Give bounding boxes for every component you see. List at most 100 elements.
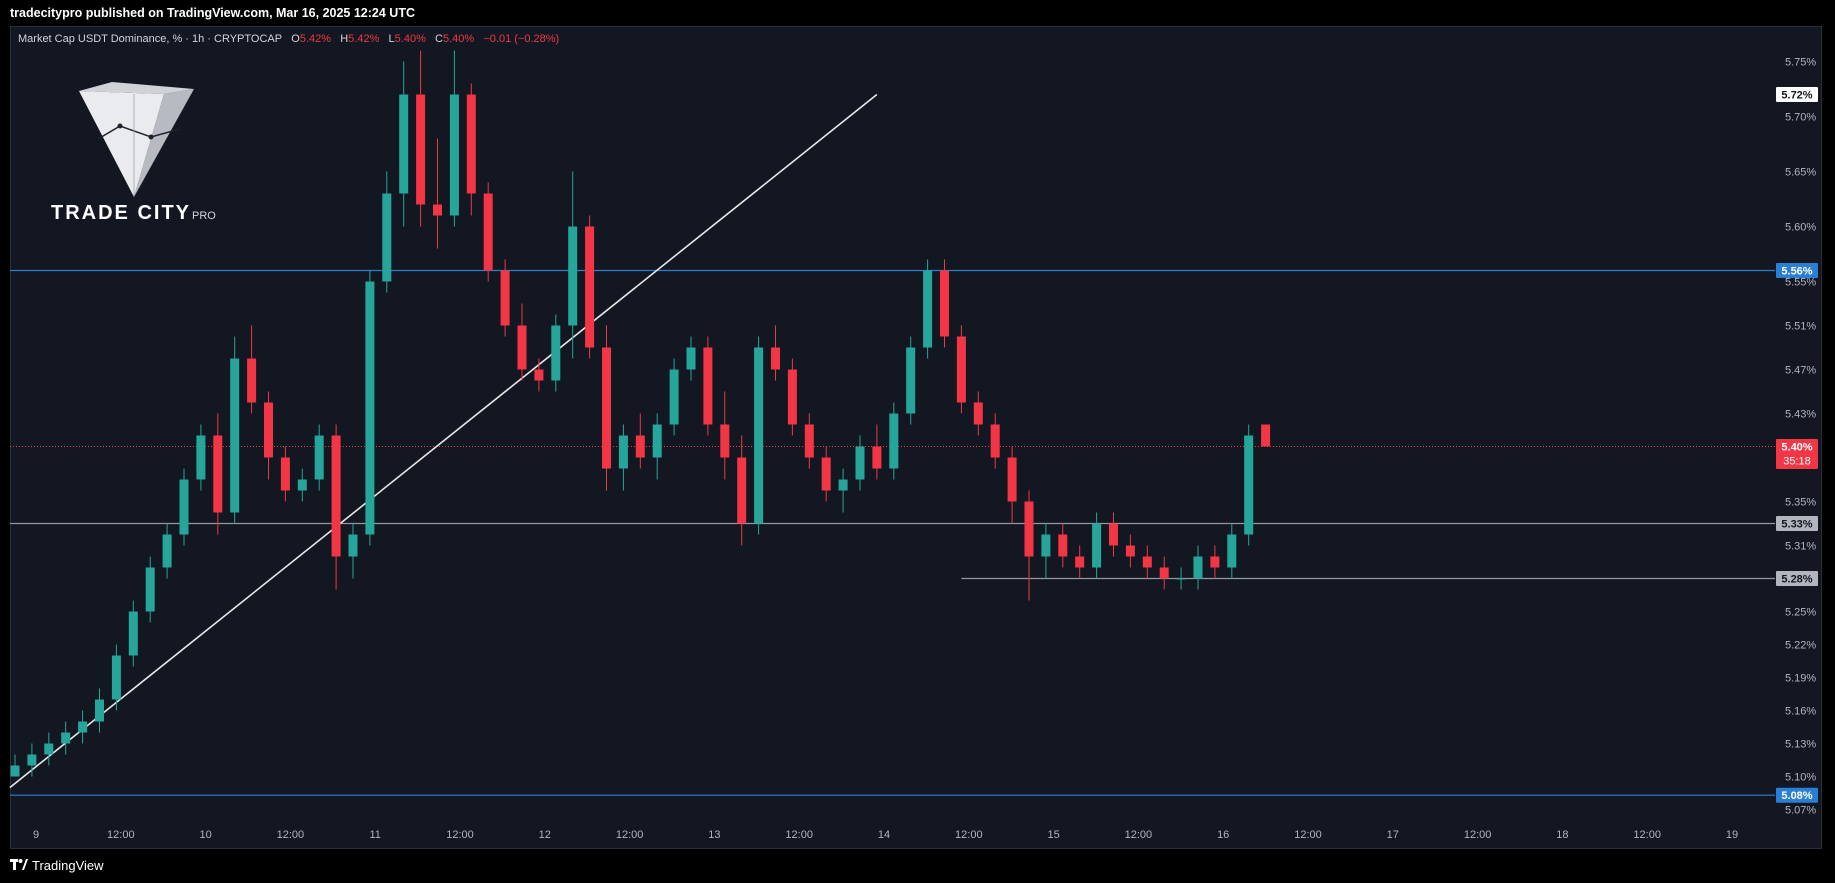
x-tick-label: 11: [369, 829, 380, 841]
candle: [737, 435, 747, 546]
legend-high-value: 5.42%: [348, 33, 380, 45]
candle: [382, 171, 392, 293]
candle: [1058, 523, 1068, 568]
candle: [838, 468, 848, 513]
candle: [568, 171, 578, 359]
candle: [433, 138, 442, 249]
x-tick-label: 12:00: [1125, 829, 1153, 841]
candle: [855, 435, 865, 491]
candle: [1109, 512, 1118, 557]
candle: [720, 391, 730, 480]
candle: [179, 468, 189, 546]
x-tick-label: 9: [33, 829, 39, 841]
candle: [956, 325, 966, 414]
candle: [771, 325, 780, 381]
candle: [264, 391, 273, 480]
candle: [247, 325, 257, 414]
logo-name: TRADE CITY: [51, 202, 191, 224]
x-tick-label: 17: [1387, 829, 1399, 841]
svg-text:5.08%: 5.08%: [1781, 790, 1812, 802]
legend-low-label: L: [388, 33, 395, 45]
x-tick-label: 19: [1726, 829, 1738, 841]
candle: [331, 424, 341, 590]
y-tick-label: 5.31%: [1785, 541, 1816, 553]
y-tick-label: 5.19%: [1785, 673, 1816, 685]
x-tick-label: 12:00: [785, 829, 813, 841]
price-axis-label: 5.40% 35:18: [1776, 439, 1818, 469]
svg-text:5.33%: 5.33%: [1781, 519, 1812, 531]
candle: [297, 468, 307, 502]
candle: [145, 556, 155, 623]
price-axis-label: 5.28%: [1776, 571, 1818, 586]
y-tick-label: 5.43%: [1785, 409, 1816, 421]
candle: [889, 402, 899, 480]
legend-symbol: Market Cap USDT Dominance, % · 1h · CRYP…: [18, 33, 283, 45]
candle: [754, 336, 764, 535]
y-tick-label: 5.07%: [1785, 805, 1816, 817]
logo-suffix: PRO: [192, 210, 216, 222]
candle: [280, 446, 290, 502]
candle: [61, 721, 71, 755]
x-tick-label: 14: [878, 829, 890, 841]
legend-change: −0.01 (−0.28%): [483, 33, 560, 45]
x-tick-label: 12: [539, 829, 551, 841]
candle: [517, 303, 527, 381]
price-axis-label: 5.56%: [1776, 263, 1818, 278]
candle: [1142, 545, 1152, 579]
y-tick-label: 5.55%: [1785, 277, 1816, 289]
candle: [652, 413, 662, 480]
svg-text:5.72%: 5.72%: [1781, 90, 1812, 102]
candle: [314, 424, 324, 491]
legend-low-value: 5.40%: [394, 33, 426, 45]
legend-open-value: 5.42%: [299, 33, 332, 45]
candle: [95, 688, 104, 733]
candle: [162, 523, 172, 579]
y-tick-label: 5.10%: [1785, 772, 1816, 784]
candle: [449, 50, 459, 227]
candle: [923, 259, 933, 359]
candle: [399, 61, 409, 227]
x-tick-label: 12:00: [616, 829, 644, 841]
y-tick-label: 5.16%: [1785, 706, 1816, 718]
candle: [585, 215, 595, 359]
y-tick-label: 5.75%: [1785, 57, 1816, 69]
candle: [1075, 545, 1085, 579]
y-tick-label: 5.47%: [1785, 365, 1816, 377]
candle: [602, 325, 611, 491]
candle: [618, 424, 628, 491]
candle: [551, 314, 561, 392]
svg-text:35:18: 35:18: [1783, 456, 1811, 468]
footer-bar: TradingView: [0, 849, 1835, 883]
candle: [1041, 523, 1051, 579]
chart-frame[interactable]: [10, 26, 1822, 849]
candle: [973, 391, 983, 436]
candle: [1092, 512, 1102, 579]
candle: [10, 754, 20, 777]
svg-text:5.56%: 5.56%: [1781, 266, 1812, 278]
trendline[interactable]: [9, 93, 878, 789]
x-tick-label: 16: [1217, 829, 1229, 841]
tradingview-brand[interactable]: TradingView: [32, 858, 104, 873]
legend-open-label: O: [291, 33, 300, 45]
candle: [1176, 567, 1186, 590]
candle: [1007, 446, 1017, 524]
candle: [1210, 545, 1220, 579]
candle: [466, 83, 476, 216]
y-tick-label: 5.65%: [1785, 167, 1816, 179]
candle: [196, 424, 206, 491]
price-chart[interactable]: 5.75% 5.70% 5.65% 5.60% 5.55% 5.51% 5.47% 5.43%…: [0, 0, 1835, 849]
legend-close-value: 5.40%: [442, 33, 475, 45]
price-axis-label: 5.33%: [1776, 516, 1818, 531]
x-tick-label: 10: [199, 829, 211, 841]
candle: [821, 446, 831, 502]
tradingview-logo-icon: [10, 859, 28, 870]
candle: [1024, 490, 1034, 601]
y-tick-label: 5.22%: [1785, 640, 1816, 652]
candle: [906, 336, 916, 425]
candle: [534, 358, 544, 392]
symbol-legend: Market Cap USDT Dominance, % · 1h · CRYP…: [18, 33, 559, 45]
x-tick-label: 12:00: [1294, 829, 1322, 841]
candle: [348, 523, 358, 579]
candle: [213, 413, 223, 535]
x-tick-label: 12:00: [446, 829, 474, 841]
